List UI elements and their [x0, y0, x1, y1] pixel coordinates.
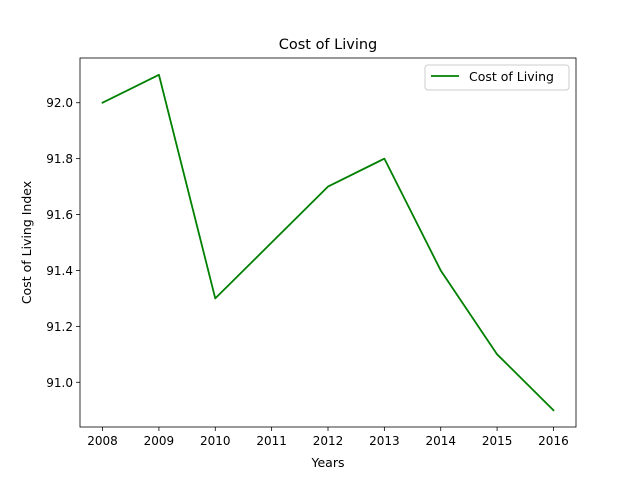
x-tick-label: 2009: [144, 434, 175, 448]
data-point: [440, 270, 442, 272]
x-tick-label: 2011: [256, 434, 287, 448]
x-axis-label: Years: [311, 455, 345, 470]
data-point: [496, 353, 498, 355]
y-axis-label: Cost of Living Index: [19, 181, 34, 304]
data-point: [327, 186, 329, 188]
legend: Cost of Living: [424, 64, 570, 91]
series-line-cost-of-living: [101, 73, 555, 412]
x-tick-label: 2013: [369, 434, 400, 448]
x-tick-label: 2015: [482, 434, 513, 448]
data-point: [271, 242, 273, 244]
series-layer: [101, 73, 555, 412]
data-point: [158, 74, 160, 76]
data-point: [553, 409, 555, 411]
legend-box: [424, 64, 570, 91]
y-tick-label: 91.8: [46, 152, 73, 166]
y-tick-label: 91.4: [46, 264, 73, 278]
x-tick-label: 2010: [200, 434, 231, 448]
y-tick-label: 91.6: [46, 208, 73, 222]
x-tick-label: 2014: [425, 434, 456, 448]
x-tick-label: 2016: [538, 434, 569, 448]
x-tick-label: 2012: [313, 434, 344, 448]
y-tick-label: 91.0: [46, 376, 73, 390]
data-point: [102, 102, 104, 104]
legend-label-cost-of-living: Cost of Living: [469, 69, 554, 84]
x-axis: 2008 2009 2010 2011 2012 2013 2014 2015 2016: [87, 427, 569, 448]
y-axis: 91.0 91.2 91.4 91.6 91.8 92.0: [46, 96, 80, 390]
data-point: [214, 298, 216, 300]
plot-area: [80, 58, 576, 427]
y-tick-label: 92.0: [46, 96, 73, 110]
chart-title: Cost of Living: [279, 37, 378, 53]
data-point: [383, 158, 385, 160]
x-tick-label: 2008: [87, 434, 118, 448]
y-tick-label: 91.2: [46, 320, 73, 334]
